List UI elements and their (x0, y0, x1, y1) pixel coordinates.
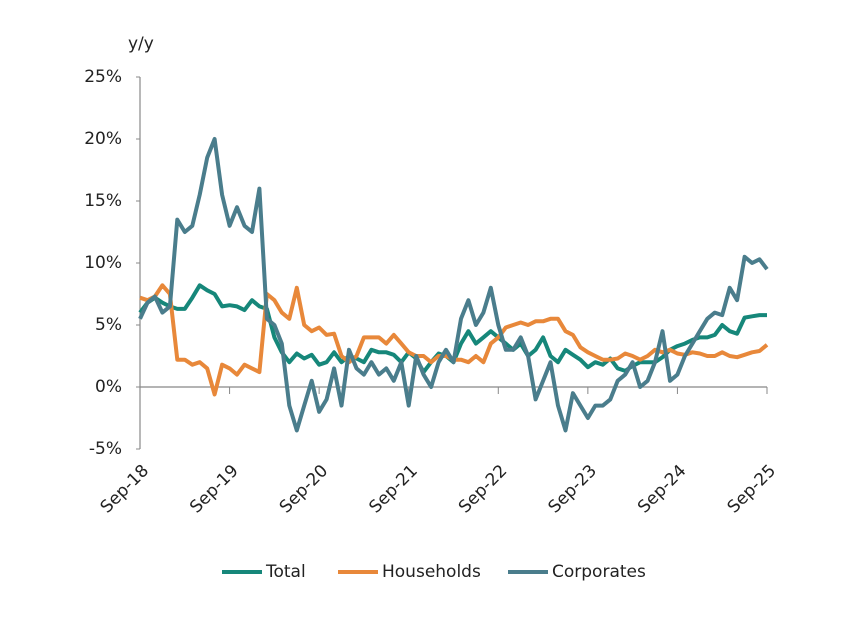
y-tick-label: 10% (84, 253, 122, 273)
x-tick-label: Sep-24 (634, 461, 690, 517)
legend-label: Corporates (552, 562, 646, 582)
y-tick-label: 20% (84, 129, 122, 149)
y-tick-label: 15% (84, 191, 122, 211)
line-series (138, 137, 769, 433)
x-tick-label: Sep-19 (186, 461, 242, 517)
legend-label: Households (382, 562, 481, 582)
legend-label: Total (265, 562, 306, 582)
x-tick-label: Sep-20 (276, 461, 332, 517)
y-tick-label: 25% (84, 67, 122, 87)
y-tick-label: 0% (95, 377, 122, 397)
y-tick-label: 5% (95, 315, 122, 335)
x-tick-label: Sep-21 (365, 461, 421, 517)
x-tick-label: Sep-25 (724, 461, 780, 517)
x-tick-label: Sep-22 (455, 461, 511, 517)
y-tick-label: -5% (89, 439, 122, 459)
x-tick-label: Sep-18 (97, 461, 153, 517)
x-tick-label: Sep-23 (544, 461, 600, 517)
y-axis-label: y/y (128, 34, 154, 54)
